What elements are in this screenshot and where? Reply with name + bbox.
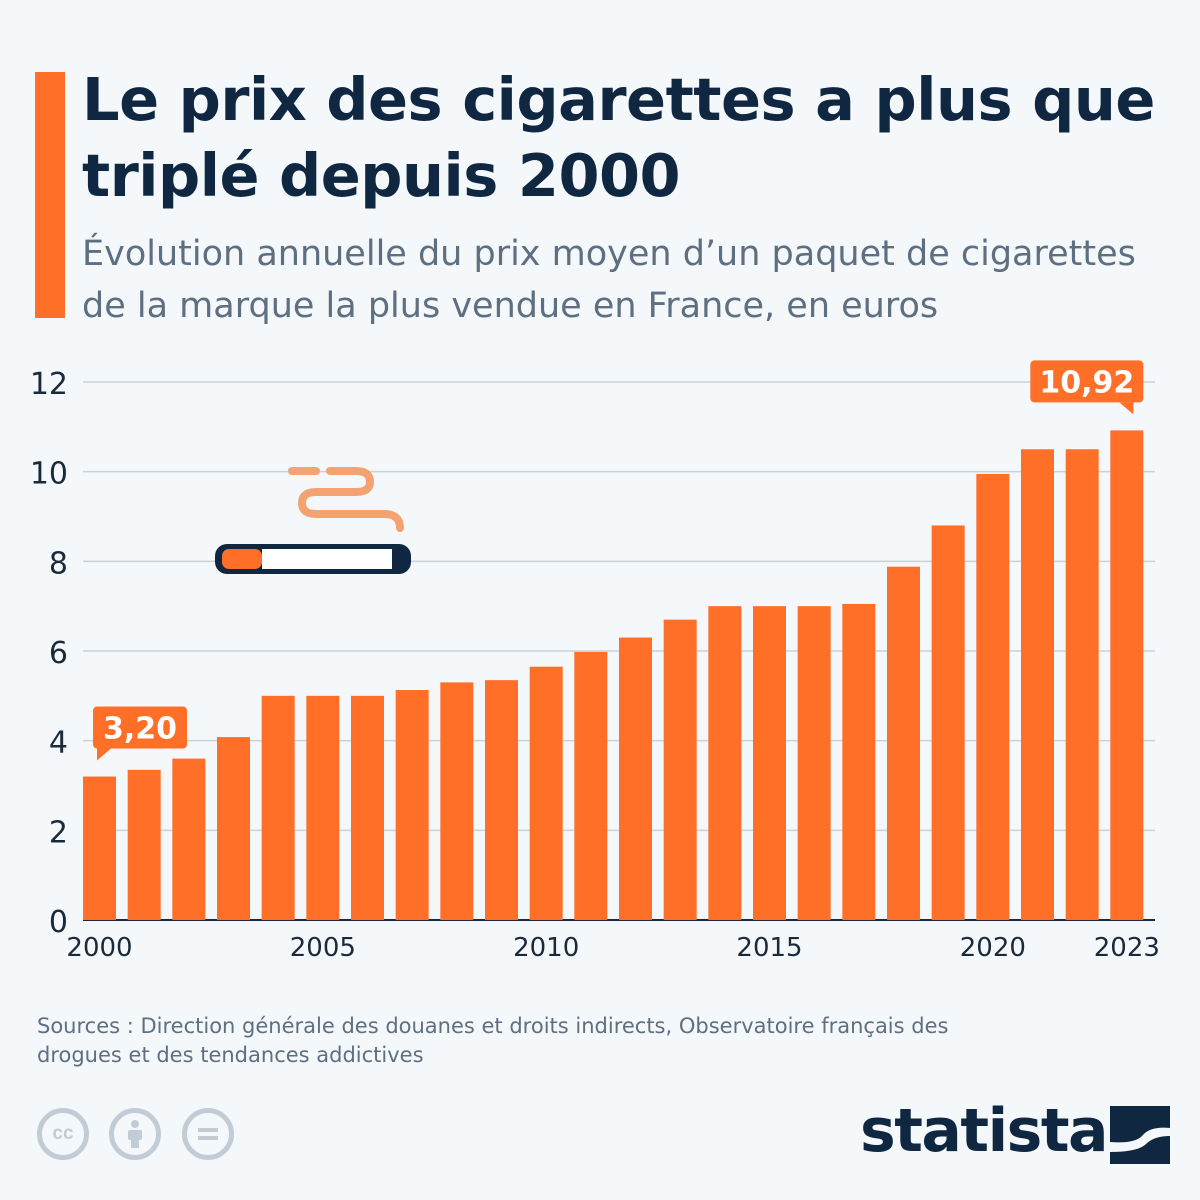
bar-2013 — [663, 619, 697, 920]
y-tick-label: 6 — [49, 636, 68, 671]
attribution-icon — [109, 1108, 161, 1160]
annotation-label: 3,20 — [103, 712, 177, 747]
bar-chart: 0 2 4 6 8 10 12 2000 2005 2010 2015 2020 2023 3,20 1… — [30, 360, 1160, 963]
chart-subtitle: Évolution annuelle du prix moyen d’un pa… — [82, 234, 1136, 326]
bar-2014 — [708, 606, 742, 920]
statista-mark-icon — [1110, 1106, 1170, 1164]
cigarette-icon — [215, 467, 411, 574]
bar-2023 — [1110, 430, 1144, 920]
bar-2017 — [842, 603, 876, 920]
x-tick-label-2010: 2010 — [513, 933, 579, 963]
bar-2000 — [83, 776, 116, 920]
brand-name: statista — [860, 1096, 1109, 1166]
bar-2006 — [351, 695, 384, 920]
no-derivatives-icon — [182, 1108, 234, 1160]
bar-2022 — [1065, 449, 1099, 920]
bar-2012 — [619, 637, 652, 920]
x-tick-label-2015: 2015 — [736, 933, 802, 963]
bar-2005 — [306, 695, 340, 920]
x-axis-tick-labels: 2000 2005 2010 2015 2020 2023 — [66, 933, 1160, 963]
y-tick-label: 2 — [49, 815, 68, 850]
y-axis-tick-labels: 0 2 4 6 8 10 12 — [30, 367, 68, 940]
y-tick-label: 10 — [30, 457, 68, 492]
bar-2007 — [395, 690, 429, 920]
annotation-2023: 10,92 — [1030, 360, 1144, 415]
annotation-2000: 3,20 — [93, 706, 187, 761]
bar-2020 — [976, 473, 1010, 920]
statista-logo[interactable]: statista — [860, 1096, 1170, 1166]
bar-2011 — [574, 651, 608, 920]
chart-title: Le prix des cigarettes a plus que triplé… — [82, 65, 1155, 210]
annotations: 3,20 10,92 — [93, 360, 1144, 761]
bars — [83, 430, 1144, 920]
title-accent-bar — [35, 72, 65, 318]
y-tick-label: 0 — [49, 905, 68, 940]
bar-2002 — [172, 758, 206, 920]
bar-2001 — [127, 769, 161, 920]
bar-2008 — [440, 682, 474, 920]
bar-2009 — [485, 680, 518, 920]
bar-2003 — [217, 737, 250, 920]
y-tick-label: 12 — [30, 367, 68, 402]
bar-2010 — [529, 666, 563, 920]
sources-note: Sources : Direction générale des douanes… — [37, 1014, 949, 1067]
cc-icon: cc — [37, 1108, 89, 1160]
bar-2018 — [887, 566, 920, 920]
bar-2019 — [931, 525, 965, 920]
bar-2021 — [1021, 449, 1054, 920]
x-tick-label-2005: 2005 — [290, 933, 356, 963]
x-tick-label-2020: 2020 — [960, 933, 1026, 963]
y-tick-label: 4 — [49, 726, 68, 761]
bar-2004 — [261, 695, 295, 920]
x-tick-label-2023: 2023 — [1094, 933, 1160, 963]
y-tick-label: 8 — [49, 546, 68, 581]
x-tick-label-2000: 2000 — [66, 933, 132, 963]
bar-2015 — [753, 606, 786, 920]
bar-2016 — [797, 606, 831, 920]
annotation-label: 10,92 — [1039, 365, 1134, 400]
